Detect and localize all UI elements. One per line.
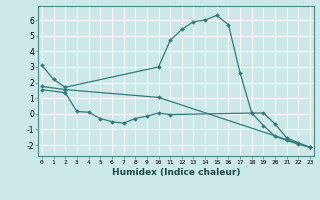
X-axis label: Humidex (Indice chaleur): Humidex (Indice chaleur) bbox=[112, 168, 240, 177]
